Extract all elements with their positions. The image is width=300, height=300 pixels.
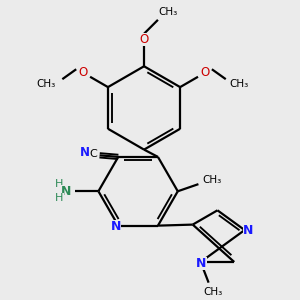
Text: CH₃: CH₃ [204, 287, 223, 297]
Text: N: N [111, 220, 122, 233]
Text: CH₃: CH₃ [202, 175, 221, 185]
Text: CH₃: CH₃ [229, 79, 248, 89]
Text: H: H [55, 194, 64, 203]
Text: O: O [78, 66, 88, 79]
Text: O: O [140, 33, 149, 46]
Text: N: N [196, 257, 207, 270]
Text: CH₃: CH₃ [37, 79, 56, 89]
Text: O: O [200, 66, 210, 79]
Text: H: H [55, 179, 64, 189]
Text: CH₃: CH₃ [158, 7, 178, 16]
Text: C: C [89, 149, 97, 159]
Text: N: N [61, 185, 71, 198]
Text: N: N [80, 146, 90, 159]
Text: N: N [243, 224, 253, 237]
